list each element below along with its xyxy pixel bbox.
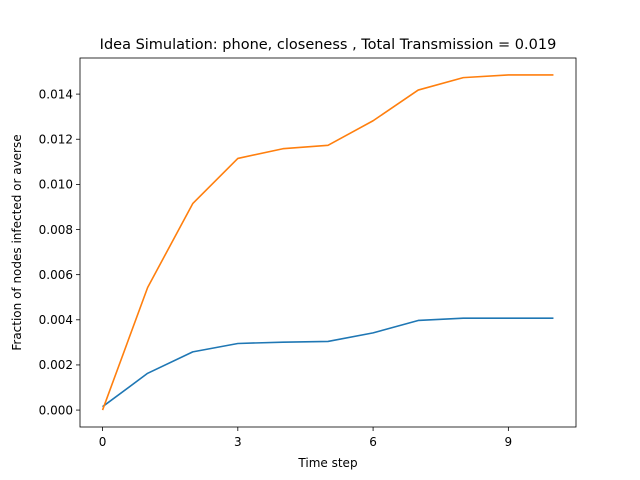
y-axis-ticks: 0.000 0.002 0.004 0.006 0.008 0.010 0.012 0.014 — [39, 87, 80, 417]
y-tick-label: 0.014 — [39, 87, 73, 101]
x-tick-label: 0 — [99, 435, 107, 449]
y-tick-label: 0.002 — [39, 358, 73, 372]
y-tick-label: 0.012 — [39, 133, 73, 147]
x-tick-label: 6 — [369, 435, 377, 449]
y-tick-label: 0.006 — [39, 268, 73, 282]
x-axis-ticks: 0 3 6 9 — [99, 427, 512, 449]
y-tick-label: 0.010 — [39, 178, 73, 192]
y-tick-label: 0.004 — [39, 313, 73, 327]
plot-area-frame — [79, 57, 577, 428]
series-layer — [101, 74, 554, 411]
y-tick-label: 0.008 — [39, 223, 73, 237]
x-axis-label: Time step — [297, 456, 357, 470]
y-axis-label: Fraction of nodes infected or averse — [10, 134, 24, 350]
y-tick-label: 0.000 — [39, 403, 73, 417]
chart-title: Idea Simulation: phone, closeness , Tota… — [100, 37, 557, 53]
series-line-1 — [102, 317, 554, 408]
x-tick-label: 3 — [234, 435, 242, 449]
x-tick-label: 9 — [505, 435, 513, 449]
series-line-2 — [101, 74, 554, 411]
